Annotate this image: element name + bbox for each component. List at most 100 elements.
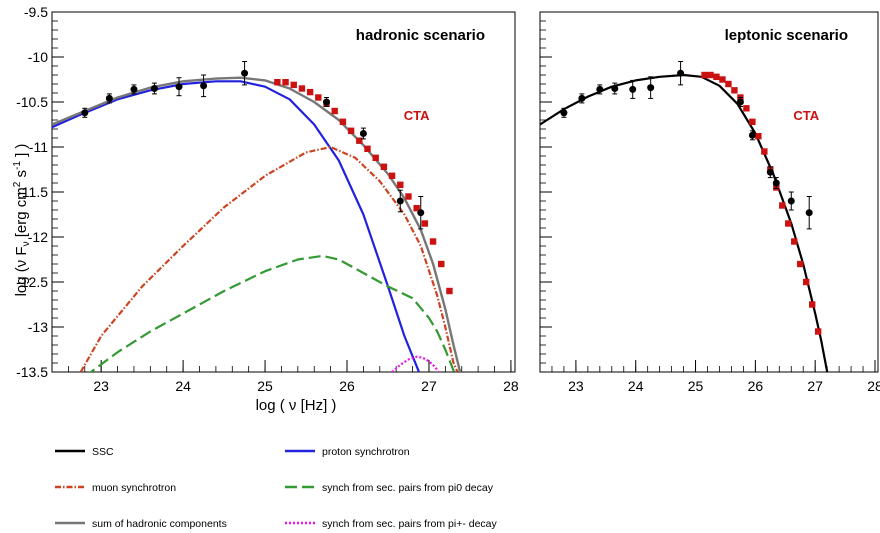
cta-point: [719, 76, 726, 83]
x-tick-label: 26: [339, 378, 355, 394]
cta-point: [364, 145, 371, 152]
data-point: [200, 82, 208, 90]
axis-labels: log ( ν [Hz] ) log (ν Fν [erg cm2 s-1 ] …: [12, 144, 336, 414]
data-point: [596, 85, 604, 93]
cta-point: [405, 193, 412, 200]
curve-muon: [79, 145, 459, 372]
data-point: [772, 179, 780, 187]
data-point: [677, 69, 685, 77]
plot-frame: [51, 11, 516, 373]
cta-point: [290, 81, 297, 89]
legend-label-ssc: SSC: [92, 446, 114, 458]
x-tick-label: 23: [568, 378, 584, 394]
cta-point: [749, 118, 756, 125]
cta-point: [298, 85, 306, 92]
cta-point: [397, 181, 404, 188]
plot-area: [540, 61, 829, 372]
curve-proton: [52, 80, 421, 372]
data-point: [560, 109, 568, 117]
panel-title: leptonic scenario: [725, 27, 848, 44]
legend-label-sum: sum of hadronic components: [92, 518, 227, 530]
cta-point: [797, 260, 804, 268]
curve-sum: [52, 76, 462, 372]
y-tick-label: -10: [28, 49, 48, 65]
plot-area: [52, 61, 462, 372]
curve-pipm: [391, 355, 440, 372]
curve-ssc: [540, 73, 829, 372]
x-tick-label: 27: [807, 378, 823, 394]
x-tick-label: 27: [421, 378, 437, 394]
x-tick-label: 24: [628, 378, 644, 394]
data-point: [323, 98, 331, 106]
cta-point: [779, 202, 786, 209]
data-point: [241, 69, 249, 77]
cta-point: [331, 107, 338, 115]
cta-point: [372, 154, 379, 161]
y-tick-label: -12.5: [16, 274, 48, 290]
data-point: [175, 83, 183, 91]
data-point: [396, 197, 404, 205]
cta-point: [713, 73, 720, 80]
x-tick-label: 25: [688, 378, 704, 394]
cta-point: [388, 172, 396, 179]
cta-point: [701, 71, 708, 79]
x-tick-label: 23: [93, 378, 109, 394]
data-point: [611, 85, 619, 92]
y-tick-label: -11.5: [17, 184, 48, 200]
data-point: [417, 209, 425, 217]
cta-point: [274, 79, 281, 86]
x-tick-label: 26: [748, 378, 764, 394]
legend-label-proton: proton synchrotron: [322, 446, 410, 458]
cta-label: CTA: [793, 108, 819, 123]
x-tick-label: 24: [175, 378, 191, 394]
cta-point: [791, 238, 798, 245]
cta-point: [315, 94, 322, 101]
cta-point: [731, 87, 738, 94]
y-tick-label: -9.5: [24, 4, 48, 20]
legend-label-pi0: synch from sec. pairs from pi0 decay: [322, 482, 494, 494]
data-point: [130, 85, 138, 93]
data-point: [105, 94, 113, 102]
cta-point: [421, 220, 429, 227]
cta-label: CTA: [404, 108, 430, 123]
legend-label-pipm: synch from sec. pairs from pi+- decay: [322, 518, 498, 530]
cta-point: [725, 80, 732, 88]
hadronic-panel: -9.5 -10 -10.5 -11 -11.5 -12 -12.5 -13 -13.5 23 24…: [16, 4, 519, 394]
cta-point: [743, 105, 750, 112]
data-point: [359, 130, 367, 137]
data-point: [805, 209, 813, 217]
legend: SSC proton synchrotron muon synchrotron syn…: [55, 446, 498, 530]
x-axis-label: log ( ν [Hz] ): [256, 397, 337, 414]
x-tick-label: 28: [503, 378, 519, 394]
cta-point: [429, 238, 437, 245]
cta-point: [785, 220, 792, 227]
data-point: [748, 131, 756, 139]
legend-label-muon: muon synchrotron: [92, 482, 176, 494]
cta-point: [347, 127, 355, 134]
y-axis-label: log (ν Fν [erg cm2 s-1 ] ): [12, 144, 32, 297]
cta-point: [814, 328, 822, 335]
panel-title: hadronic scenario: [356, 27, 485, 44]
data-point: [787, 197, 795, 205]
data-point: [647, 84, 655, 92]
x-tick-label: 25: [257, 378, 273, 394]
leptonic-panel: 23 24 25 26 27 28 leptonic scenario CTA: [539, 11, 880, 394]
y-tick-label: -13: [28, 319, 48, 335]
cta-point: [380, 163, 388, 170]
cta-point: [282, 79, 289, 86]
cta-point: [339, 118, 347, 125]
data-point: [578, 94, 586, 102]
cta-point: [803, 278, 810, 286]
data-point: [766, 168, 774, 176]
curve-pi0: [89, 254, 456, 372]
y-tick-label: -11: [29, 139, 48, 155]
cta-point: [356, 137, 363, 144]
y-tick-label: -13.5: [16, 364, 48, 380]
plot-frame: [539, 11, 879, 373]
data-point: [150, 85, 158, 92]
data-point: [629, 85, 637, 93]
x-tick-label: 28: [867, 378, 880, 394]
cta-point: [413, 205, 420, 212]
cta-point: [306, 88, 314, 96]
